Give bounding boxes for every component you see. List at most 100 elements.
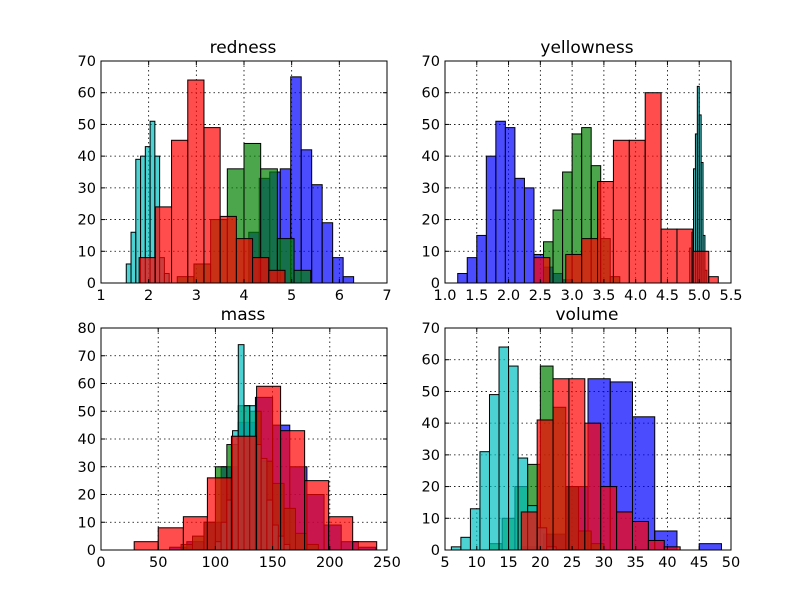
x-tick-label-8: 45 xyxy=(690,555,708,571)
histogram-bar-s0-b5 xyxy=(504,127,516,284)
histogram-bar-s3-b2 xyxy=(171,139,189,284)
histogram-bar-s3-b7 xyxy=(631,520,649,551)
histogram-bar-s3-b8 xyxy=(660,228,678,284)
y-tick-label-1: 10 xyxy=(422,244,440,260)
y-tick-label-6: 60 xyxy=(78,86,96,102)
y-tick-label-2: 20 xyxy=(78,488,96,504)
histogram-bar-s3-b3 xyxy=(581,238,599,284)
x-tick-label-1: 1.5 xyxy=(465,288,488,304)
x-tick-label-1: 2 xyxy=(144,288,153,304)
histogram-bar-s0-b7 xyxy=(523,187,535,284)
y-tick-label-4: 40 xyxy=(78,432,96,448)
y-tick-label-6: 60 xyxy=(422,86,440,102)
histogram-bar-s0-b3 xyxy=(485,155,497,284)
x-tick-label-5: 6 xyxy=(335,288,344,304)
histogram-bar-s3-b5 xyxy=(256,385,282,551)
x-tick-label-6: 7 xyxy=(382,288,391,304)
histogram-bar-s3-b5 xyxy=(600,486,618,551)
x-tick-label-4: 200 xyxy=(316,555,344,571)
histogram-bar-s3-b0 xyxy=(133,541,159,551)
histogram-bar-s3-b1 xyxy=(536,419,554,551)
histogram-bar-s3-b2 xyxy=(565,253,583,284)
histogram-bar-s2-b1 xyxy=(460,536,471,551)
bars xyxy=(457,85,719,284)
histogram-bar-s3-b0 xyxy=(138,257,156,284)
y-tick-label-2: 20 xyxy=(78,213,96,229)
x-tick-label-0: 0 xyxy=(96,555,105,571)
histogram-bar-s3-b6 xyxy=(235,238,254,284)
y-tick-label-5: 50 xyxy=(422,117,440,133)
subplot-yellowness: yellowness 1.0 1.5 2.0 2.5 3.0 3.5 4.0 4.5 5.0 5.… xyxy=(422,38,743,304)
histogram-bar-s0-b8 xyxy=(332,257,344,284)
histogram-bar-s3-b1 xyxy=(157,527,184,551)
x-tick-label-9: 50 xyxy=(722,555,740,571)
histogram-bar-s0-b2 xyxy=(476,234,487,284)
y-axis: 0 10 20 30 40 50 60 70 80 xyxy=(78,321,387,559)
x-tick-label-2: 3 xyxy=(192,288,201,304)
y-tick-label-5: 50 xyxy=(78,117,96,133)
x-tick-label-2: 2.0 xyxy=(497,288,520,304)
histogram-bar-s0-b1 xyxy=(466,257,478,284)
histogram-bar-s3-b8 xyxy=(268,269,286,284)
histogram-bar-s3-b7 xyxy=(252,257,270,284)
histogram-bar-s0-b7 xyxy=(321,222,334,284)
subplot-title-yellowness: yellowness xyxy=(540,38,633,58)
x-axis: 1.0 1.5 2.0 2.5 3.0 3.5 4.0 4.5 5.0 5.5 xyxy=(433,61,743,304)
subplot-title-mass: mass xyxy=(221,305,266,325)
histogram-bar-s0-b9 xyxy=(342,276,355,284)
y-tick-label-0: 0 xyxy=(431,543,440,559)
histogram-bar-s3-b3 xyxy=(187,79,205,284)
histogram-bar-s3-b4 xyxy=(203,127,221,284)
histogram-bar-s0-b6 xyxy=(514,177,525,284)
axes-frame xyxy=(444,60,732,284)
y-tick-label-7: 70 xyxy=(78,349,96,365)
x-tick-label-8: 5.0 xyxy=(688,288,711,304)
histogram-bar-s2-b0 xyxy=(125,263,132,284)
x-tick-label-1: 10 xyxy=(468,555,486,571)
y-tick-label-7: 70 xyxy=(422,321,440,337)
y-tick-label-3: 30 xyxy=(78,181,96,197)
histogram-bar-s0-b0 xyxy=(457,272,468,284)
x-tick-label-3: 20 xyxy=(531,555,549,571)
x-tick-label-0: 1.0 xyxy=(433,288,456,304)
y-tick-label-6: 60 xyxy=(78,377,96,393)
histogram-bar-s3-b7 xyxy=(644,92,662,284)
histogram-bar-s2-b3 xyxy=(479,451,490,551)
x-tick-label-1: 50 xyxy=(149,555,167,571)
histogram-bar-s2-b5 xyxy=(498,346,510,551)
histogram-bar-s3-b5 xyxy=(612,139,630,284)
histogram-bar-s2-b1 xyxy=(130,231,137,284)
y-tick-label-3: 30 xyxy=(422,181,440,197)
y-tick-label-7: 70 xyxy=(422,54,440,70)
histogram-bar-s3-b2 xyxy=(182,516,208,551)
x-tick-label-4: 5 xyxy=(287,288,296,304)
y-tick-label-7: 70 xyxy=(78,54,96,70)
y-tick-label-3: 30 xyxy=(422,448,440,464)
x-tick-label-9: 5.5 xyxy=(719,288,742,304)
histogram-bar-s3-b9 xyxy=(352,541,378,551)
histogram-bar-s3-b11 xyxy=(708,276,719,284)
y-tick-label-8: 80 xyxy=(78,321,96,337)
y-tick-label-3: 30 xyxy=(78,460,96,476)
histogram-bar-s1-b1 xyxy=(552,209,564,284)
x-tick-label-7: 4.5 xyxy=(656,288,679,304)
histogram-bar-s2-b4 xyxy=(488,394,500,551)
x-tick-label-3: 150 xyxy=(259,555,287,571)
x-tick-label-5: 30 xyxy=(595,555,613,571)
subplot-mass: mass 0 50 100 150 200 250 0 10 20 30 40 50 60 70 80 xyxy=(78,305,401,571)
bars xyxy=(133,344,378,551)
y-tick-label-2: 20 xyxy=(422,213,440,229)
subplot-title-volume: volume xyxy=(556,305,619,325)
histogram-bar-s3-b4 xyxy=(230,435,258,551)
x-axis: 1 2 3 4 5 6 7 xyxy=(96,61,392,304)
histogram-bar-s3-b2 xyxy=(552,378,570,551)
y-tick-label-0: 0 xyxy=(431,276,440,292)
histogram-bar-s3-b8 xyxy=(328,516,354,551)
histogram-bar-s1-b7 xyxy=(293,269,312,284)
histogram-bar-s3-b9 xyxy=(676,228,694,284)
subplot-volume: volume 5 10 15 20 25 30 35 40 45 50 0 10 20 30 40 50 60 7… xyxy=(422,305,741,571)
subplot-title-redness: redness xyxy=(210,38,277,58)
bars xyxy=(125,76,355,284)
